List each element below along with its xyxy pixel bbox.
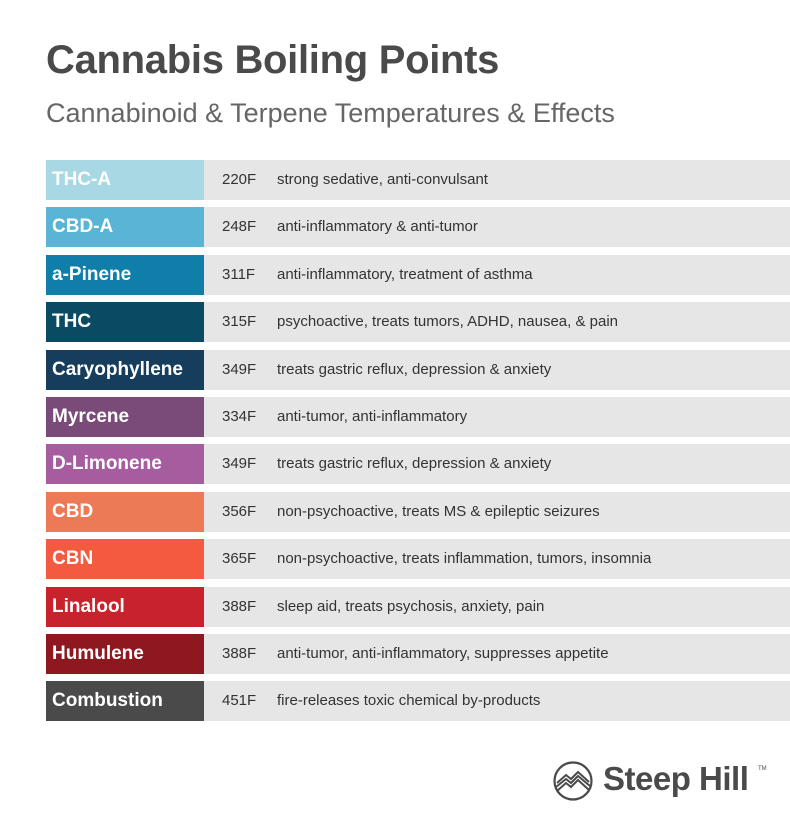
table-row: D-Limonene 349F treats gastric reflux, dep… [46,444,790,485]
compound-effect: anti-inflammatory & anti-tumor [277,218,478,236]
trademark-mark: TM [758,766,767,772]
compound-name: Humulene [46,634,204,674]
compound-effect: treats gastric reflux, depression & anxi… [277,455,552,473]
table-row: THC 315F psychoactive, treats tumors, ADHD… [46,302,790,343]
compound-name: Myrcene [46,397,204,437]
boiling-temperature: 349F [222,455,257,473]
compound-name: CBD [46,491,204,532]
page-subtitle: Cannabinoid & Terpene Temperatures & Eff… [46,98,615,128]
boiling-temperature: 356F [222,502,257,520]
boiling-temperature: 349F [222,360,257,378]
compound-name: Caryophyllene [46,349,204,390]
table-row: CBN 365F non-psychoactive, treats inflamma… [46,539,790,580]
compound-name: CBN [46,539,204,580]
compound-name: Combustion [46,681,204,722]
table-row: CBD-A 248F anti-inflammatory & anti-tumor [46,207,790,248]
compound-name: THC [46,302,204,343]
compound-effect: fire-releases toxic chemical by-products [277,692,541,710]
boiling-temperature: 220F [222,171,257,188]
boiling-temperature: 248F [222,218,257,236]
compound-effect: non-psychoactive, treats inflammation, t… [277,550,652,568]
logo-text: Steep Hill [603,760,749,797]
boiling-temperature: 311F [222,265,256,283]
compound-effect: treats gastric reflux, depression & anxi… [277,360,552,378]
table-row: Combustion 451F fire-releases toxic chemic… [46,681,790,722]
mountain-circle-icon [553,761,593,801]
compound-effect: sleep aid, treats psychosis, anxiety, pa… [277,597,545,615]
compound-effect: strong sedative, anti-convulsant [277,171,488,188]
compound-effect: psychoactive, treats tumors, ADHD, nause… [277,313,618,331]
boiling-temperature: 451F [222,692,257,710]
compound-name: CBD-A [46,207,204,248]
table-row: THC-A 220F strong sedative, anti-convulsan… [46,160,790,200]
table-row: a-Pinene 311F anti-inflammatory, treatment… [46,254,790,295]
table-row: Caryophyllene 349F treats gastric reflux, … [46,349,790,390]
compound-effect: anti-tumor, anti-inflammatory, suppresse… [277,645,609,662]
compound-effect: anti-tumor, anti-inflammatory [277,408,468,425]
table-row: Humulene 388F anti-tumor, anti-inflammator… [46,634,790,674]
compound-effect: anti-inflammatory, treatment of asthma [277,265,533,283]
table-row: Myrcene 334F anti-tumor, anti-inflammatory [46,397,790,437]
steep-hill-logo: Steep Hill TM [553,758,773,804]
page-title: Cannabis Boiling Points [46,38,500,82]
compound-effect: non-psychoactive, treats MS & epileptic … [277,502,600,520]
boiling-temperature: 315F [222,313,257,331]
table-row: Linalool 388F sleep aid, treats psychosis,… [46,586,790,627]
boiling-temperature: 365F [222,550,257,568]
compound-name: THC-A [46,160,204,200]
table-row: CBD 356F non-psychoactive, treats MS & epi… [46,491,790,532]
boiling-temperature: 388F [222,597,257,615]
boiling-temperature: 334F [222,408,257,425]
compound-name: Linalool [46,586,204,627]
boiling-temperature: 388F [222,645,257,662]
compound-name: D-Limonene [46,444,204,485]
compound-name: a-Pinene [46,254,204,295]
